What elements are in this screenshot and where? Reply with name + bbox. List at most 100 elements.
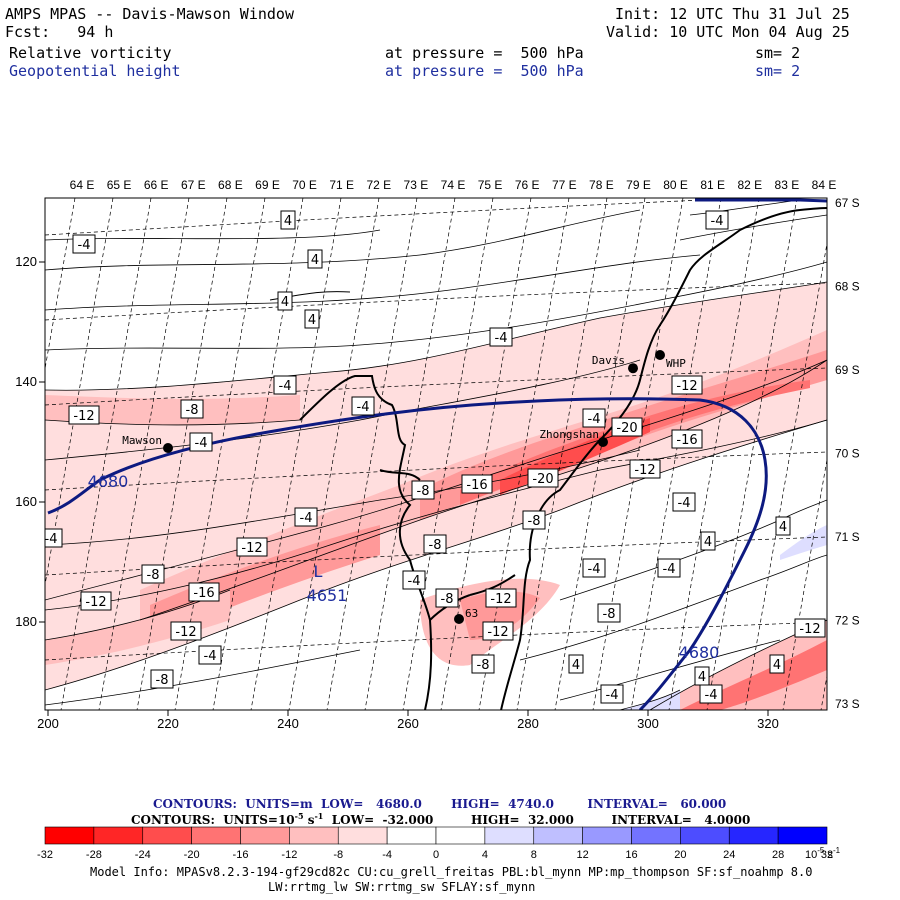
lon-label: 83 E: [775, 178, 800, 192]
vorticity-label: -16: [466, 478, 487, 493]
meridian-line: [440, 198, 532, 710]
meridian-line: [212, 198, 304, 710]
meridian-line: [250, 198, 342, 710]
vorticity-label-box: [671, 429, 703, 449]
vorticity-label-box: [582, 408, 606, 428]
vorticity-label: -16: [193, 586, 214, 601]
y-tick-label: 180: [15, 614, 37, 629]
forecast-hour: Fcst: 94 h: [5, 23, 114, 41]
colorbar-swatch: [191, 826, 241, 845]
vorticity-label-box: [629, 459, 661, 479]
field1-pressure: at pressure = 500 hPa: [385, 44, 584, 62]
meridian-line: [45, 198, 114, 587]
y-tick-label: 140: [15, 374, 37, 389]
vorticity-label: -4: [588, 562, 601, 577]
vorticity-label: -12: [175, 625, 196, 640]
station-dot: [598, 437, 608, 447]
vorticity-label: -12: [241, 541, 262, 556]
colorbar-swatch: [386, 826, 437, 845]
meridian-line: [478, 198, 570, 710]
station-label: Zhongshan: [539, 428, 599, 441]
height-label: 4680: [88, 472, 129, 491]
model-info: Model Info: MPASv8.2.3-194-gf29cd82c CU:…: [90, 865, 813, 879]
lon-label: 73 E: [404, 178, 429, 192]
vorticity-label-box: [402, 570, 426, 590]
vorticity-label: -4: [300, 511, 313, 526]
field2-smoothing: sm= 2: [755, 62, 801, 80]
vorticity-label: 4: [311, 253, 319, 268]
vorticity-label: -4: [204, 649, 217, 664]
vorticity-label: -12: [73, 409, 94, 424]
height-contour-info: CONTOURS: UNITS=m LOW= 4680.0 HIGH= 4740…: [153, 797, 727, 811]
vorticity-label: 4: [572, 658, 580, 673]
colorbar-swatch: [728, 826, 779, 845]
station-label: Davis: [592, 354, 625, 367]
vorticity-label-box: [277, 291, 293, 311]
vorticity-contours: [45, 199, 827, 710]
vorticity-label: 4: [704, 535, 712, 550]
vorticity-label-box: [351, 396, 375, 416]
vorticity-label-box: [611, 417, 643, 437]
lon-label: 68 E: [218, 178, 243, 192]
meridian-line: [174, 198, 266, 710]
lon-label: 75 E: [478, 178, 503, 192]
vorticity-label: -4: [195, 436, 208, 451]
vorticity-label: -12: [676, 379, 697, 394]
vorticity-label-box: [189, 432, 213, 452]
meridian-line: [859, 198, 900, 710]
colorbar-swatch: [435, 826, 486, 845]
meridian-line: [45, 198, 76, 371]
meridian-line: [516, 198, 608, 710]
lon-label: 82 E: [737, 178, 762, 192]
meridian-line: [554, 198, 646, 710]
vorticity-label-box: [489, 327, 513, 347]
x-tick-label: 260: [397, 716, 419, 731]
init-time: Init: 12 UTC Thu 31 Jul 25: [615, 5, 850, 23]
vorticity-label-box: [411, 480, 435, 500]
colorbar-tick-label: 28: [772, 849, 784, 861]
valid-time: Valid: 10 UTC Mon 04 Aug 25: [606, 23, 850, 41]
latitude-labels: 67 S 68 S 69 S 70 S 71 S 72 S 73 S: [835, 196, 860, 711]
lat-label: 69 S: [835, 363, 860, 377]
meridian-line: [402, 198, 494, 710]
lon-label: 67 E: [181, 178, 206, 192]
vorticity-label: -8: [603, 607, 616, 622]
vorticity-label: 4: [779, 520, 787, 535]
station-dot: [655, 350, 665, 360]
vorticity-label: -8: [429, 538, 442, 553]
x-tick-label: 200: [37, 716, 59, 731]
vorticity-label-box: [705, 210, 729, 230]
x-tick-label: 240: [277, 716, 299, 731]
lon-label: 81 E: [700, 178, 725, 192]
colorbar-tick-label: -8: [333, 849, 343, 861]
height-contour-labels: 4680 4680 4651 L: [88, 472, 720, 662]
vorticity-label: -4: [663, 562, 676, 577]
vorticity-label-box: [700, 531, 716, 551]
model-info-physics: LW:rrtmg_lw SW:rrtmg_sw SFLAY:sf_mynn: [268, 880, 536, 894]
colorbar-swatch: [631, 826, 681, 845]
vorticity-label-box: [141, 564, 165, 584]
plot-area: 4 -4 4 4 4 -4 -4 -4 -12 -12 -8 -4 -4 -20 -16 -4 -12 -12 -2…: [45, 198, 900, 710]
height-label: 4680: [679, 643, 720, 662]
vorticity-label-box: [461, 474, 493, 494]
vorticity-label: -4: [678, 496, 691, 511]
vorticity-labels: 4 -4 4 4 4 -4 -4 -4 -12 -12 -8 -4 -4 -20 -16 -4 -12 -12 -2…: [45, 210, 826, 704]
meridian-line: [820, 673, 827, 710]
meridian-line: [706, 198, 798, 710]
vorticity-label-box: [68, 405, 100, 425]
colorbar: -32 -28 -24 -20 -16 -12 -8 -4 0 4 8 12 16 20 24 28 3210-…: [37, 826, 841, 861]
vorticity-label-box: [423, 534, 447, 554]
vorticity-label-box: [527, 468, 559, 488]
vorticity-label: -12: [634, 463, 655, 478]
lon-label: 66 E: [144, 178, 169, 192]
colorbar-units: 10-5 s-1: [805, 846, 841, 861]
lon-label: 80 E: [663, 178, 688, 192]
vorticity-label-box: [582, 558, 606, 578]
meridian-line: [326, 198, 418, 710]
colorbar-swatch: [142, 826, 192, 845]
vorticity-label: -4: [45, 532, 58, 547]
vorticity-label: -4: [705, 688, 718, 703]
vorticity-label-box: [188, 582, 220, 602]
vorticity-label: -8: [417, 484, 430, 499]
